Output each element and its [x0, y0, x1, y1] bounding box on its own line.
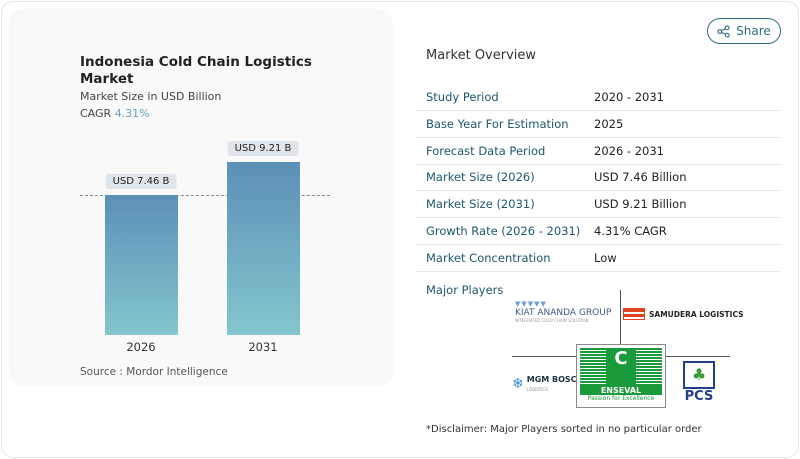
overview-row: Growth Rate (2026 - 2031) 4.31% CAGR	[416, 218, 780, 245]
bar-2026	[105, 194, 178, 335]
disclaimer: *Disclaimer: Major Players sorted in no …	[426, 424, 702, 435]
row-label: Growth Rate (2026 - 2031)	[426, 224, 581, 238]
row-label: Base Year For Estimation	[426, 116, 569, 131]
row-value: 2025	[594, 116, 624, 131]
row-label: Market Size (2031)	[426, 197, 535, 212]
share-icon	[717, 24, 730, 38]
row-label: Market Concentration	[426, 250, 551, 265]
reference-line	[80, 195, 330, 196]
logo-enseval: C ENSEVAL Passion for Excellence	[576, 344, 666, 408]
overview-title: Market Overview	[426, 48, 537, 63]
row-value: 2020 - 2031	[594, 90, 664, 104]
x-tick-label: 2026	[126, 340, 156, 354]
row-label: Forecast Data Period	[426, 143, 546, 158]
row-value: USD 9.21 Billion	[594, 197, 687, 212]
major-players-label: Major Players	[426, 283, 504, 297]
share-label: Share	[736, 24, 771, 38]
data-label: USD 7.46 B	[105, 173, 177, 189]
overview-row: Base Year For Estimation 2025	[416, 111, 780, 138]
source: Source : Mordor Intelligence	[80, 366, 228, 378]
row-value: 4.31% CAGR	[594, 224, 667, 238]
overview-row: Forecast Data Period 2026 - 2031	[416, 138, 780, 165]
share-button[interactable]: Share	[707, 18, 781, 44]
cagr-label: CAGR	[80, 107, 112, 120]
logo-pcs: ♣ PCS	[682, 361, 716, 407]
overview-row: Market Size (2026) USD 7.46 Billion	[416, 164, 780, 192]
chart-title: Indonesia Cold Chain Logistics Market	[80, 54, 312, 87]
row-label: Study Period	[426, 90, 499, 104]
row-label: Market Size (2026)	[426, 170, 535, 185]
overview-row: Market Concentration Low	[416, 245, 780, 272]
chart-subtitle: Market Size in USD Billion	[80, 90, 222, 103]
row-value: 2026 - 2031	[594, 143, 664, 158]
logo-mgm-bosco: ❄ MGM BOSCO LOGISTICS	[512, 375, 584, 392]
cagr: CAGR 4.31%	[80, 107, 150, 120]
overview-row: Market Size (2031) USD 9.21 Billion	[416, 191, 780, 219]
cagr-value: 4.31%	[114, 107, 150, 120]
data-label: USD 9.21 B	[227, 141, 299, 156]
row-value: USD 7.46 Billion	[594, 170, 687, 185]
overview-row: Study Period 2020 - 2031	[416, 84, 780, 111]
row-value: Low	[594, 250, 617, 265]
chart-card	[11, 11, 391, 384]
bar-2031	[227, 162, 300, 335]
x-tick-label: 2031	[248, 340, 278, 354]
logo-kiat-ananda: ▼▼▼▼▼ KIAT ANANDA GROUP INTEGRATED COLD C…	[515, 300, 612, 323]
logo-samudera: SAMUDERA LOGISTICS	[623, 308, 744, 320]
